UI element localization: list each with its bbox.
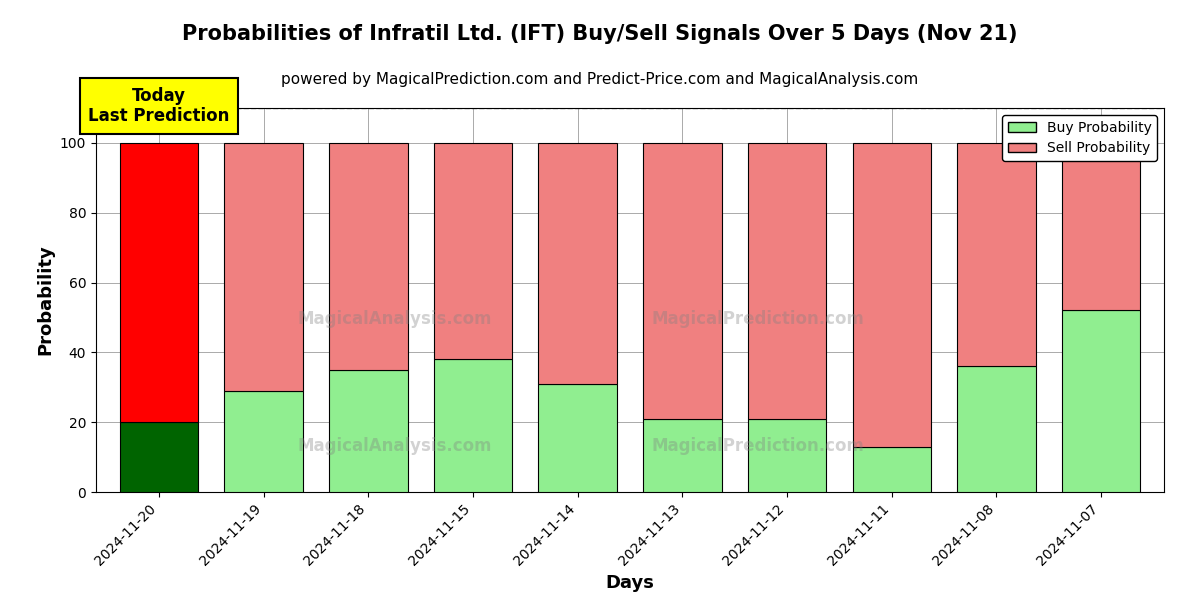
Bar: [958, 143, 1036, 367]
Bar: [224, 391, 302, 492]
Bar: [748, 143, 827, 419]
Text: MagicalAnalysis.com: MagicalAnalysis.com: [298, 437, 492, 455]
Legend: Buy Probability, Sell Probability: Buy Probability, Sell Probability: [1002, 115, 1157, 161]
Bar: [120, 143, 198, 422]
Y-axis label: Probability: Probability: [36, 245, 54, 355]
Bar: [1062, 143, 1140, 310]
Bar: [539, 143, 617, 384]
X-axis label: Days: Days: [606, 574, 654, 592]
Bar: [329, 370, 408, 492]
Bar: [120, 422, 198, 492]
Text: Today
Last Prediction: Today Last Prediction: [88, 86, 229, 125]
Bar: [433, 143, 512, 359]
Bar: [748, 419, 827, 492]
Bar: [224, 143, 302, 391]
Bar: [539, 384, 617, 492]
Text: powered by MagicalPrediction.com and Predict-Price.com and MagicalAnalysis.com: powered by MagicalPrediction.com and Pre…: [281, 72, 919, 87]
Bar: [329, 143, 408, 370]
Bar: [643, 419, 721, 492]
Bar: [1062, 310, 1140, 492]
Text: MagicalAnalysis.com: MagicalAnalysis.com: [298, 310, 492, 328]
Bar: [433, 359, 512, 492]
Text: MagicalPrediction.com: MagicalPrediction.com: [652, 310, 864, 328]
Text: Probabilities of Infratil Ltd. (IFT) Buy/Sell Signals Over 5 Days (Nov 21): Probabilities of Infratil Ltd. (IFT) Buy…: [182, 24, 1018, 44]
Bar: [643, 143, 721, 419]
Bar: [852, 446, 931, 492]
Bar: [852, 143, 931, 446]
Bar: [958, 367, 1036, 492]
Text: MagicalPrediction.com: MagicalPrediction.com: [652, 437, 864, 455]
